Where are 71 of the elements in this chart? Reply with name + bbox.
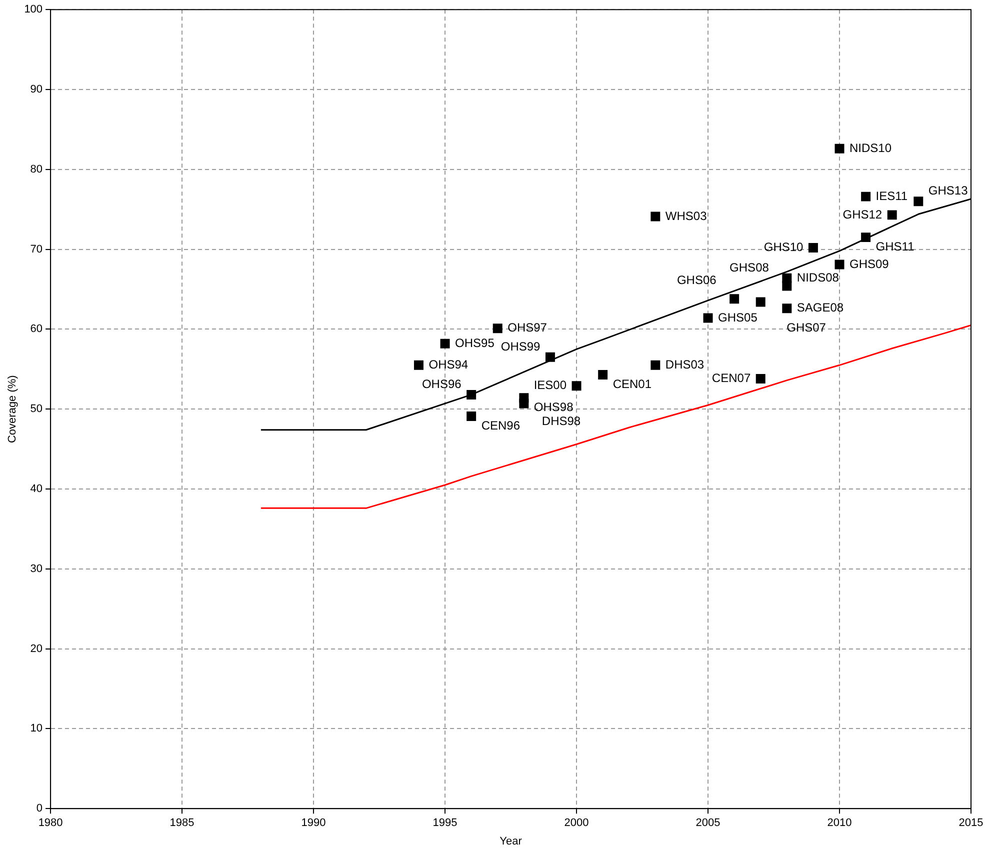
annotation: GHS11 xyxy=(876,240,915,254)
y-tick-label: 30 xyxy=(30,562,43,575)
y-tick-label: 70 xyxy=(30,243,43,256)
point xyxy=(730,294,740,304)
x-tick-label: 2000 xyxy=(564,817,589,830)
annotation: WHS03 xyxy=(665,208,708,223)
point xyxy=(834,144,844,154)
y-tick-label: 50 xyxy=(30,403,43,416)
annotation: OHS95 xyxy=(455,336,495,350)
annotation: OHS99 xyxy=(500,339,541,354)
annotation: GHS08 xyxy=(730,260,770,274)
x-tick-label: 1980 xyxy=(38,817,63,830)
point xyxy=(650,212,660,222)
annotation: IES11 xyxy=(876,188,908,203)
annotation: DHS98 xyxy=(542,414,581,428)
point xyxy=(914,196,924,206)
point xyxy=(466,412,476,422)
y-tick-label: 80 xyxy=(30,163,43,176)
y-tick-label: 20 xyxy=(30,642,43,655)
point xyxy=(598,370,608,380)
point xyxy=(466,390,476,400)
annotation: NIDS08 xyxy=(796,270,840,284)
x-tick-label: 2005 xyxy=(696,817,720,830)
annotation: IES00 xyxy=(534,378,567,392)
point xyxy=(545,352,555,362)
annotation: GHS12 xyxy=(842,207,882,222)
annotation: OHS97 xyxy=(508,320,548,335)
point xyxy=(887,210,897,220)
annotation: OHS94 xyxy=(428,357,468,372)
x-tick-label: 1990 xyxy=(301,817,326,830)
annotation: SAGE08 xyxy=(796,300,844,315)
annotation: OHS98 xyxy=(534,400,574,414)
point xyxy=(756,374,766,384)
y-tick-label: 0 xyxy=(36,802,43,815)
x-tick-label: 2010 xyxy=(827,817,852,830)
annotation: GHS07 xyxy=(786,320,826,334)
annotation: CEN07 xyxy=(712,371,751,386)
annotation: GHS09 xyxy=(850,256,890,271)
point xyxy=(492,324,502,334)
x-tick-label: 1985 xyxy=(170,817,194,830)
annotation: GHS06 xyxy=(676,273,717,288)
point xyxy=(414,360,424,370)
annotation: GHS05 xyxy=(718,310,758,324)
y-tick-label: 40 xyxy=(30,483,43,496)
point xyxy=(782,304,792,314)
annotation: OHS96 xyxy=(422,377,462,392)
y-tick-label: 100 xyxy=(24,4,43,16)
x-tick-label: 2015 xyxy=(958,817,984,830)
point xyxy=(808,242,818,252)
annotation: CEN01 xyxy=(612,377,652,392)
point xyxy=(703,313,713,323)
x-axis-title: Year xyxy=(500,835,522,848)
point xyxy=(861,192,871,202)
annotation: DHS03 xyxy=(665,357,704,372)
y-tick-label: 90 xyxy=(30,84,43,96)
point xyxy=(572,381,582,391)
annotation: GHS10 xyxy=(764,240,804,254)
y-tick-label: 60 xyxy=(30,323,43,336)
point xyxy=(861,232,871,242)
point xyxy=(834,260,844,270)
point xyxy=(756,297,766,307)
x-tick-label: 1995 xyxy=(432,817,458,830)
point xyxy=(440,338,450,348)
point xyxy=(782,281,792,291)
point xyxy=(650,360,660,370)
annotation: CEN96 xyxy=(481,418,520,433)
annotation: NIDS10 xyxy=(850,140,892,155)
point xyxy=(519,398,529,408)
y-tick-label: 10 xyxy=(30,722,43,735)
annotation: GHS13 xyxy=(928,184,968,198)
y-axis-title: Coverage (%) xyxy=(6,375,19,444)
